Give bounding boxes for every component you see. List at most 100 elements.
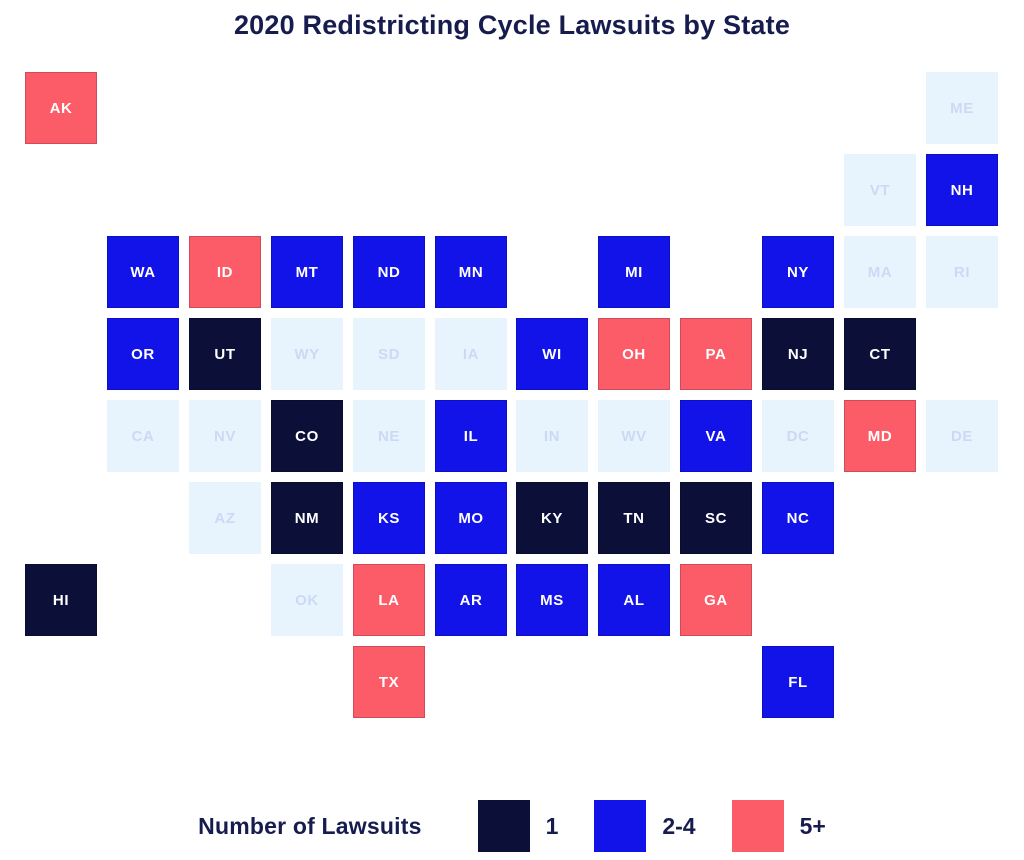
state-abbr-label: ID	[216, 263, 234, 281]
state-abbr-label: DE	[950, 427, 974, 445]
state-tile-mi[interactable]: MI	[598, 236, 670, 308]
state-abbr-label: CA	[131, 427, 155, 445]
state-abbr-label: MA	[867, 263, 893, 281]
state-abbr-label: MI	[625, 263, 643, 281]
state-tile-oh[interactable]: OH	[598, 318, 670, 390]
state-tile-az[interactable]: AZ	[189, 482, 261, 554]
legend-title: Number of Lawsuits	[198, 812, 422, 839]
state-tile-ok[interactable]: OK	[271, 564, 343, 636]
state-tile-ks[interactable]: KS	[353, 482, 425, 554]
state-tile-mo[interactable]: MO	[435, 482, 507, 554]
tile-grid-map: AK ME VT NH WA ID MT ND MN MI NY MA RI OR UT WY SD IA WI OH…	[25, 72, 998, 718]
state-abbr-label: HI	[52, 591, 70, 609]
state-abbr-label: WY	[294, 345, 320, 363]
state-tile-de[interactable]: DE	[926, 400, 998, 472]
state-tile-wi[interactable]: WI	[516, 318, 588, 390]
state-tile-co[interactable]: CO	[271, 400, 343, 472]
state-abbr-label: SC	[704, 509, 728, 527]
state-abbr-label: OR	[131, 345, 155, 363]
state-tile-ga[interactable]: GA	[680, 564, 752, 636]
legend-item-2-4: 2-4	[594, 800, 696, 852]
state-abbr-label: SD	[377, 345, 401, 363]
state-abbr-label: NM	[294, 509, 320, 527]
state-tile-ut[interactable]: UT	[189, 318, 261, 390]
state-abbr-label: AZ	[214, 509, 236, 527]
state-tile-in[interactable]: IN	[516, 400, 588, 472]
legend-label-2-4: 2-4	[662, 812, 696, 839]
state-tile-sc[interactable]: SC	[680, 482, 752, 554]
state-abbr-label: MT	[295, 263, 319, 281]
state-tile-ct[interactable]: CT	[844, 318, 916, 390]
state-tile-md[interactable]: MD	[844, 400, 916, 472]
state-tile-dc[interactable]: DC	[762, 400, 834, 472]
legend-swatch-2-4	[594, 800, 647, 852]
state-tile-pa[interactable]: PA	[680, 318, 752, 390]
state-tile-tx[interactable]: TX	[353, 646, 425, 718]
state-abbr-label: WA	[130, 263, 156, 281]
state-tile-nh[interactable]: NH	[926, 154, 998, 226]
state-tile-wv[interactable]: WV	[598, 400, 670, 472]
state-tile-ca[interactable]: CA	[107, 400, 179, 472]
state-tile-fl[interactable]: FL	[762, 646, 834, 718]
state-tile-mt[interactable]: MT	[271, 236, 343, 308]
state-tile-id[interactable]: ID	[189, 236, 261, 308]
legend-label-5+: 5+	[799, 812, 826, 839]
legend-label-1: 1	[545, 812, 559, 839]
state-tile-ar[interactable]: AR	[435, 564, 507, 636]
state-tile-wa[interactable]: WA	[107, 236, 179, 308]
state-tile-ma[interactable]: MA	[844, 236, 916, 308]
state-abbr-label: MD	[867, 427, 893, 445]
state-tile-al[interactable]: AL	[598, 564, 670, 636]
state-abbr-label: WI	[542, 345, 562, 363]
state-abbr-label: IL	[463, 427, 479, 445]
state-tile-ms[interactable]: MS	[516, 564, 588, 636]
state-abbr-label: RI	[953, 263, 971, 281]
state-tile-nd[interactable]: ND	[353, 236, 425, 308]
state-tile-la[interactable]: LA	[353, 564, 425, 636]
state-tile-nm[interactable]: NM	[271, 482, 343, 554]
state-tile-vt[interactable]: VT	[844, 154, 916, 226]
state-abbr-label: NV	[213, 427, 237, 445]
state-tile-or[interactable]: OR	[107, 318, 179, 390]
state-tile-wy[interactable]: WY	[271, 318, 343, 390]
legend-item-1: 1	[477, 800, 559, 852]
state-tile-il[interactable]: IL	[435, 400, 507, 472]
state-abbr-label: TX	[378, 673, 400, 691]
state-tile-ri[interactable]: RI	[926, 236, 998, 308]
state-tile-hi[interactable]: HI	[25, 564, 97, 636]
state-abbr-label: MS	[540, 591, 564, 609]
legend-swatch-1	[477, 800, 530, 852]
state-abbr-label: UT	[214, 345, 236, 363]
state-abbr-label: ME	[950, 99, 974, 117]
state-tile-tn[interactable]: TN	[598, 482, 670, 554]
state-abbr-label: NJ	[787, 345, 809, 363]
state-tile-va[interactable]: VA	[680, 400, 752, 472]
state-abbr-label: KS	[377, 509, 401, 527]
state-tile-ne[interactable]: NE	[353, 400, 425, 472]
state-abbr-label: FL	[788, 673, 808, 691]
state-abbr-label: OH	[622, 345, 646, 363]
state-abbr-label: IA	[462, 345, 480, 363]
state-tile-ak[interactable]: AK	[25, 72, 97, 144]
state-tile-mn[interactable]: MN	[435, 236, 507, 308]
state-tile-ny[interactable]: NY	[762, 236, 834, 308]
state-tile-nc[interactable]: NC	[762, 482, 834, 554]
state-abbr-label: GA	[704, 591, 728, 609]
chart-title: 2020 Redistricting Cycle Lawsuits by Sta…	[233, 10, 791, 40]
state-tile-ky[interactable]: KY	[516, 482, 588, 554]
state-abbr-label: AK	[49, 99, 73, 117]
state-abbr-label: ND	[377, 263, 401, 281]
state-tile-nv[interactable]: NV	[189, 400, 261, 472]
legend-item-5+: 5+	[731, 800, 826, 852]
state-tile-ia[interactable]: IA	[435, 318, 507, 390]
state-abbr-label: NC	[786, 509, 810, 527]
state-tile-nj[interactable]: NJ	[762, 318, 834, 390]
state-abbr-label: KY	[540, 509, 564, 527]
state-tile-sd[interactable]: SD	[353, 318, 425, 390]
state-abbr-label: AR	[459, 591, 483, 609]
state-tile-me[interactable]: ME	[926, 72, 998, 144]
state-abbr-label: AL	[623, 591, 645, 609]
state-abbr-label: NE	[377, 427, 401, 445]
state-abbr-label: PA	[705, 345, 727, 363]
state-abbr-label: OK	[295, 591, 319, 609]
